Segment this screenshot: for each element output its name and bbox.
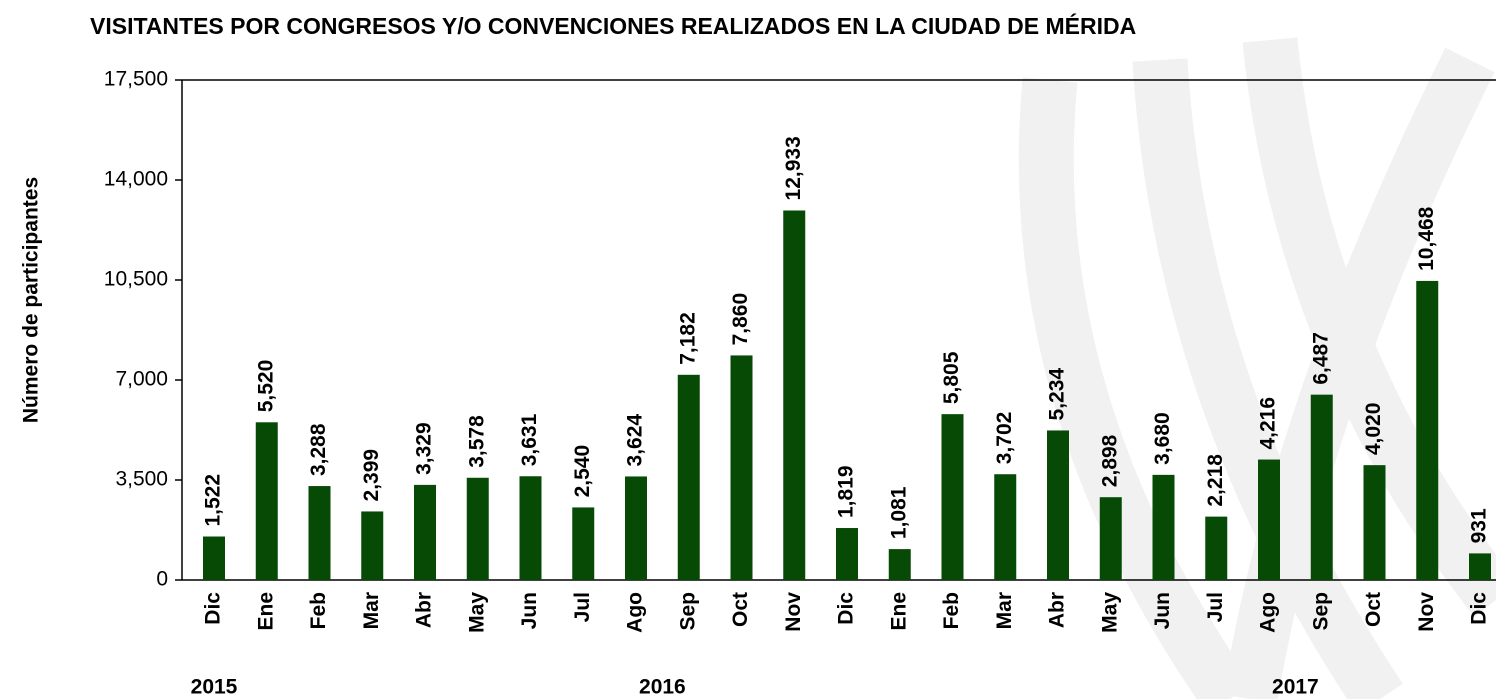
x-tick-label: May [1098,592,1121,633]
bar [1469,553,1491,580]
x-tick-label: Oct [729,592,752,627]
bar [308,486,331,580]
value-label: 5,234 [1046,368,1069,421]
value-label: 1,081 [887,486,910,539]
value-label: 4,216 [1257,397,1280,450]
value-label: 7,860 [729,293,752,346]
x-tick-label: Oct [1362,592,1385,627]
y-tick-label: 3,500 [115,468,168,491]
value-label: 10,468 [1415,206,1438,271]
x-tick-label: Mar [360,592,383,629]
y-tick-label: 7,000 [115,368,168,391]
bar [1205,516,1228,580]
bar [783,210,806,580]
bar [1047,430,1069,580]
bar [572,507,595,580]
bar [730,355,753,580]
chart-title: VISITANTES POR CONGRESOS Y/O CONVENCIONE… [90,12,1136,39]
value-label: 3,680 [1151,412,1174,465]
y-tick-label: 10,500 [104,268,168,291]
bar [255,422,278,580]
bar [466,477,489,580]
value-label: 3,624 [624,414,647,467]
x-tick-label: Abr [1046,592,1069,628]
bar [625,476,647,580]
year-label: 2017 [1272,676,1319,699]
value-label: 2,399 [360,449,383,502]
value-label: 3,631 [518,413,541,466]
bar [677,374,700,580]
value-label: 5,805 [940,351,963,404]
value-label: 3,329 [413,422,436,475]
x-tick-label: May [465,592,488,633]
value-label: 2,540 [571,445,594,498]
bar [888,549,911,580]
bar [836,528,858,580]
x-tick-label: Dic [1468,592,1491,625]
bar [941,414,964,580]
x-tick-label: Jun [518,592,541,629]
x-tick-label: Sep [676,592,699,631]
value-label: 4,020 [1362,403,1385,456]
x-tick-label: Jul [571,592,594,622]
x-tick-label: Nov [782,592,805,632]
value-label: 2,218 [1204,454,1227,507]
bar [1363,465,1386,580]
x-tick-label: Dic [835,592,858,625]
bar [1099,497,1122,580]
value-label: 5,520 [254,360,277,413]
watermark [1018,37,1496,699]
bar [414,484,436,580]
y-tick-label: 14,000 [104,168,168,191]
value-label: 3,288 [307,423,330,476]
x-tick-label: Feb [307,592,330,629]
value-label: 3,702 [993,412,1016,465]
x-tick-label: Ago [624,592,647,633]
x-tick-label: Jun [1151,592,1174,629]
year-label: 2016 [639,676,686,699]
bar [1416,280,1439,580]
bar [1310,394,1333,580]
value-label: 7,182 [676,312,699,365]
value-label: 3,578 [465,415,488,468]
value-label: 6,487 [1309,332,1332,385]
value-label: 12,933 [782,136,805,200]
x-tick-label: Ene [887,592,910,631]
y-axis-label: Número de participantes [20,177,43,423]
x-tick-label: Ago [1257,592,1280,633]
y-tick-label: 17,500 [104,68,168,91]
bar [994,474,1017,580]
y-tick-label: 0 [156,568,168,591]
x-tick-label: Feb [940,592,963,629]
bar [1258,459,1280,580]
value-label: 931 [1468,508,1491,543]
bar [203,536,225,580]
x-tick-label: Sep [1309,592,1332,631]
x-tick-label: Nov [1415,592,1438,632]
x-tick-label: Jul [1204,592,1227,622]
x-tick-label: Mar [993,592,1016,629]
x-tick-label: Abr [413,592,436,628]
bar [1152,474,1175,580]
x-tick-label: Ene [254,592,277,631]
bar [519,476,542,580]
value-label: 1,522 [202,474,225,527]
value-label: 2,898 [1098,434,1121,487]
bar [361,511,384,580]
year-label: 2015 [191,676,238,699]
value-label: 1,819 [835,465,858,518]
x-tick-label: Dic [202,592,225,625]
